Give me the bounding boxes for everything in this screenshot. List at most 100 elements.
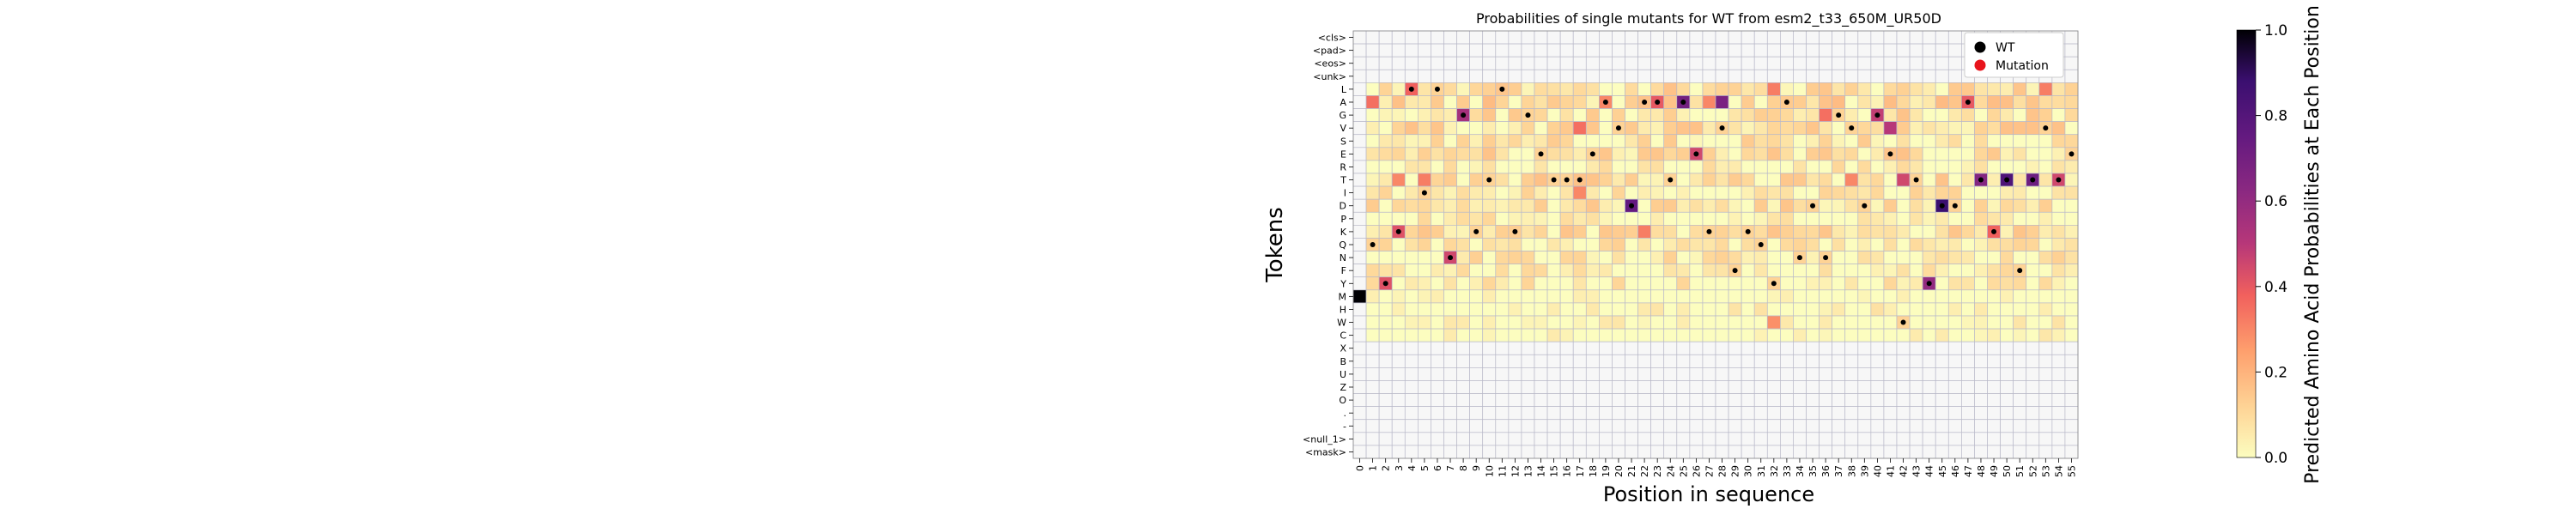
heatmap-cell — [1495, 251, 1510, 264]
x-tick-label: 54 — [2053, 465, 2064, 477]
heatmap-cell — [1987, 354, 2001, 368]
x-tick-label: 31 — [1756, 465, 1767, 477]
heatmap-cell — [1806, 380, 1820, 394]
heatmap-cell — [1947, 56, 1962, 70]
heatmap-cell — [1521, 82, 1535, 96]
heatmap-cell — [1961, 82, 1975, 96]
heatmap-cell — [1599, 147, 1613, 161]
x-tick-label: 18 — [1588, 465, 1599, 477]
heatmap-cell — [1676, 367, 1691, 381]
heatmap-cell — [1391, 419, 1406, 433]
heatmap-cell — [1625, 69, 1638, 83]
heatmap-cell — [1431, 147, 1444, 161]
heatmap-cell — [2064, 82, 2079, 96]
heatmap-cell — [2000, 185, 2014, 200]
heatmap-cell — [1844, 238, 1859, 251]
heatmap-cell — [1352, 367, 1367, 381]
heatmap-cell — [1456, 198, 1470, 213]
heatmap-cell — [1443, 134, 1457, 148]
y-tick-label: F — [1341, 265, 1346, 276]
heatmap-cell — [1495, 419, 1510, 433]
heatmap-cell — [1870, 264, 1885, 278]
heatmap-cell — [1625, 264, 1638, 278]
heatmap-cell — [1806, 185, 1820, 200]
wt-marker — [1370, 242, 1376, 247]
heatmap-cell — [1559, 276, 1574, 291]
colorbar-tick-label: 0.2 — [2264, 364, 2287, 381]
heatmap-cell — [1689, 302, 1704, 317]
heatmap-cell — [1741, 367, 1755, 381]
heatmap-cell — [2013, 251, 2027, 264]
heatmap-cell — [2000, 432, 2014, 446]
heatmap-cell — [1663, 211, 1678, 226]
heatmap-cell — [1508, 302, 1522, 317]
heatmap-cell — [1546, 108, 1561, 122]
x-tick-label: 11 — [1497, 465, 1508, 477]
heatmap-cell — [1832, 147, 1846, 161]
heatmap-cell — [1766, 302, 1781, 317]
heatmap-cell — [2026, 315, 2040, 330]
heatmap-cell — [1663, 367, 1678, 381]
heatmap-cell — [1365, 289, 1380, 304]
heatmap-cell — [2000, 289, 2014, 304]
heatmap-cell — [1482, 302, 1497, 317]
x-tick-label: 27 — [1704, 465, 1715, 477]
heatmap-cell — [1546, 134, 1561, 148]
heatmap-cell — [1352, 445, 1367, 459]
heatmap-cell — [1844, 69, 1859, 83]
heatmap-cell — [1443, 108, 1457, 122]
heatmap-cell — [2013, 82, 2027, 96]
heatmap-cell — [1625, 302, 1638, 317]
heatmap-cell — [1469, 406, 1484, 421]
heatmap-cell — [1987, 95, 2001, 109]
heatmap-cell — [2013, 289, 2027, 304]
heatmap-cell — [1922, 393, 1936, 407]
heatmap-cell — [2000, 225, 2014, 239]
wt-marker — [1486, 177, 1492, 183]
heatmap-cell — [2051, 302, 2066, 317]
wt-marker — [1615, 125, 1621, 131]
heatmap-cell — [1418, 302, 1431, 317]
heatmap-cell — [1521, 406, 1535, 421]
heatmap-cell — [2038, 393, 2053, 407]
heatmap-cell — [1482, 160, 1497, 174]
heatmap-cell — [1702, 211, 1716, 226]
heatmap-cell — [1728, 302, 1742, 317]
heatmap-cell — [1753, 445, 1768, 459]
heatmap-cell — [1896, 406, 1911, 421]
heatmap-cell — [1922, 289, 1936, 304]
heatmap-cell — [1870, 393, 1885, 407]
heatmap-cell — [1650, 276, 1665, 291]
heatmap-cell — [1456, 82, 1470, 96]
heatmap-cell — [1482, 315, 1497, 330]
heatmap-cell — [2051, 147, 2066, 161]
heatmap-cell — [1974, 315, 1988, 330]
heatmap-cell — [1443, 211, 1457, 226]
heatmap-cell — [2064, 445, 2079, 459]
heatmap-cell — [1431, 419, 1444, 433]
heatmap-cell — [1753, 108, 1768, 122]
heatmap-cell — [1663, 354, 1678, 368]
heatmap-cell — [1844, 445, 1859, 459]
heatmap-cell — [1857, 95, 1872, 109]
heatmap-cell — [1832, 185, 1846, 200]
wt-marker — [1655, 100, 1661, 105]
heatmap-cell — [1935, 95, 1949, 109]
heatmap-cell — [1870, 251, 1885, 264]
heatmap-cell — [1599, 406, 1613, 421]
heatmap-cell — [1559, 289, 1574, 304]
heatmap-cell — [1534, 367, 1548, 381]
wt-marker — [1732, 268, 1738, 274]
colorbar-tick-label: 0.0 — [2264, 450, 2287, 467]
heatmap-cell — [1753, 30, 1768, 45]
heatmap-cell — [1844, 432, 1859, 446]
heatmap-cell — [1715, 251, 1729, 264]
heatmap-cell — [1585, 225, 1600, 239]
heatmap-cell — [1676, 341, 1691, 355]
heatmap-cell — [1844, 315, 1859, 330]
heatmap-cell — [1780, 302, 1794, 317]
heatmap-cell — [1418, 432, 1431, 446]
heatmap-cell — [1495, 393, 1510, 407]
heatmap-cell — [1508, 56, 1522, 70]
heatmap-cell — [1974, 211, 1988, 226]
